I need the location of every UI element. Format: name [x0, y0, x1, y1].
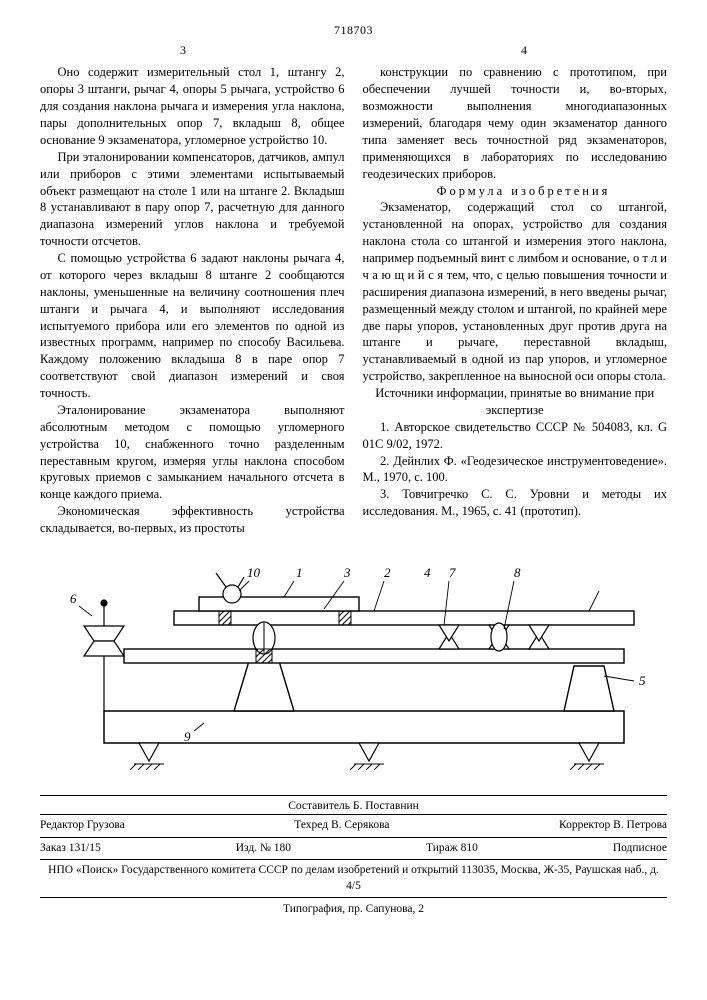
- footer-order: Заказ 131/15 Изд. № 180 Тираж 810 Подпис…: [40, 838, 667, 861]
- rc-p2: Экзаменатор, содержащий стол со штангой,…: [363, 199, 668, 385]
- formula-title: Формула изобретения: [363, 183, 668, 200]
- patent-number: 718703: [40, 22, 667, 38]
- label-8: 8: [514, 565, 521, 580]
- label-1: 1: [296, 565, 303, 580]
- label-2: 2: [384, 565, 391, 580]
- page-left: 3: [180, 42, 186, 58]
- order: Заказ 131/15: [40, 841, 101, 857]
- lc-p4: Эталонирование экзаменатора выполняют аб…: [40, 402, 345, 503]
- label-4: 4: [424, 565, 431, 580]
- lc-p5: Экономическая эффективность устройства с…: [40, 503, 345, 537]
- label-9: 9: [184, 729, 191, 744]
- editor: Редактор Грузова: [40, 818, 125, 834]
- label-6: 6: [70, 591, 77, 606]
- sign: Подписное: [613, 841, 667, 857]
- right-column: конструкции по сравнению с прототипом, п…: [363, 64, 668, 537]
- label-7: 7: [449, 565, 456, 580]
- left-column: Оно содержит измерительный стол 1, штанг…: [40, 64, 345, 537]
- corrector: Корректор В. Петрова: [559, 818, 667, 834]
- compose-line: Составитель Б. Поставнин: [40, 795, 667, 815]
- label-3: 3: [343, 565, 351, 580]
- label-10: 10: [247, 565, 261, 580]
- techred: Техред В. Серякова: [294, 818, 389, 834]
- rc-s1: 1. Авторское свидетельство СССР № 504083…: [363, 419, 668, 453]
- lc-p1: Оно содержит измерительный стол 1, штанг…: [40, 64, 345, 148]
- label-5: 5: [639, 673, 646, 688]
- izd: Изд. № 180: [236, 841, 291, 857]
- footer-block: Составитель Б. Поставнин Редактор Грузов…: [40, 795, 667, 918]
- text-columns: Оно содержит измерительный стол 1, штанг…: [40, 64, 667, 537]
- page-right: 4: [521, 42, 527, 58]
- footer-names: Редактор Грузова Техред В. Серякова Корр…: [40, 814, 667, 838]
- tirazh: Тираж 810: [426, 841, 478, 857]
- technical-diagram: 10 1 3 2 4 7 8 5 6 9: [44, 551, 664, 781]
- lc-p2: При эталонировании компенсаторов, датчик…: [40, 149, 345, 250]
- lc-p3: С помощью устройства 6 задают наклоны ры…: [40, 250, 345, 402]
- page-numbers: 3 4: [40, 42, 667, 58]
- rc-p1: конструкции по сравнению с прототипом, п…: [363, 64, 668, 182]
- footer-typo: Типография, пр. Сапунова, 2: [40, 898, 667, 918]
- sources-title: Источники информации, принятые во вниман…: [363, 385, 668, 419]
- rc-s3: 3. Товчигречко С. С. Уровни и методы их …: [363, 486, 668, 520]
- footer-addr: НПО «Поиск» Государственного комитета СС…: [40, 860, 667, 898]
- rc-s2: 2. Дейнлих Ф. «Геодезическое инструменто…: [363, 453, 668, 487]
